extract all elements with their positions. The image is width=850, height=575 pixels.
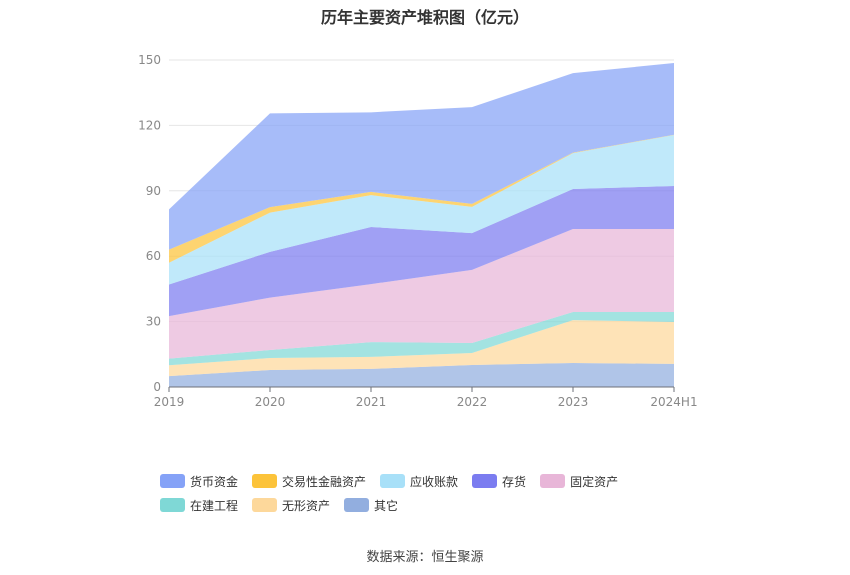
legend-label: 在建工程 (190, 498, 239, 513)
y-tick-label: 120 (138, 118, 161, 132)
legend-swatch (160, 474, 185, 488)
area-6 (169, 134, 674, 263)
x-tick-label: 2024H1 (650, 395, 697, 409)
legend-swatch (472, 474, 498, 488)
legend-swatch (540, 474, 566, 488)
y-tick-label: 150 (138, 53, 161, 67)
area-0 (169, 363, 674, 387)
legend-swatch (252, 474, 278, 488)
x-tick-label: 2020 (255, 395, 286, 409)
area-7 (169, 63, 674, 250)
legend-item[interactable]: 应收账款 (380, 473, 458, 489)
area-3 (169, 228, 674, 359)
y-tick-label: 30 (146, 315, 161, 329)
legend-label: 应收账款 (410, 474, 459, 489)
y-tick-label: 60 (146, 249, 161, 263)
legend-swatch (344, 498, 370, 512)
legend-label: 其它 (374, 498, 399, 513)
x-tick-label: 2023 (558, 395, 589, 409)
area-2 (169, 312, 674, 366)
x-tick-label: 2022 (457, 395, 488, 409)
legend-item[interactable]: 固定资产 (540, 473, 618, 489)
legend-item[interactable]: 货币资金 (160, 473, 238, 489)
x-tick-label: 2021 (356, 395, 387, 409)
area-5 (169, 134, 674, 285)
legend: 货币资金 交易性金融资产 应收账款 存货 固定资产在建工程 无形资产 其它 (160, 473, 720, 521)
area-1 (169, 320, 674, 377)
legend-item[interactable]: 其它 (344, 497, 398, 513)
y-tick-label: 90 (146, 184, 161, 198)
legend-label: 货币资金 (190, 474, 239, 489)
legend-label: 无形资产 (282, 498, 331, 513)
legend-label: 固定资产 (570, 474, 619, 489)
x-tick-label: 2019 (154, 395, 185, 409)
data-source: 数据来源：恒生聚源 (366, 550, 484, 565)
legend-item[interactable]: 存货 (472, 473, 526, 489)
legend-label: 交易性金融资产 (282, 474, 367, 489)
legend-item[interactable]: 无形资产 (252, 497, 330, 513)
legend-swatch (252, 498, 278, 512)
legend-swatch (380, 474, 406, 488)
area-4 (169, 186, 674, 317)
y-tick-label: 0 (153, 380, 161, 394)
chart-title: 历年主要资产堆积图（亿元） (320, 8, 529, 27)
legend-item[interactable]: 交易性金融资产 (252, 473, 366, 489)
legend-swatch (160, 498, 185, 512)
legend-item[interactable]: 在建工程 (160, 497, 238, 513)
legend-label: 存货 (502, 474, 527, 489)
